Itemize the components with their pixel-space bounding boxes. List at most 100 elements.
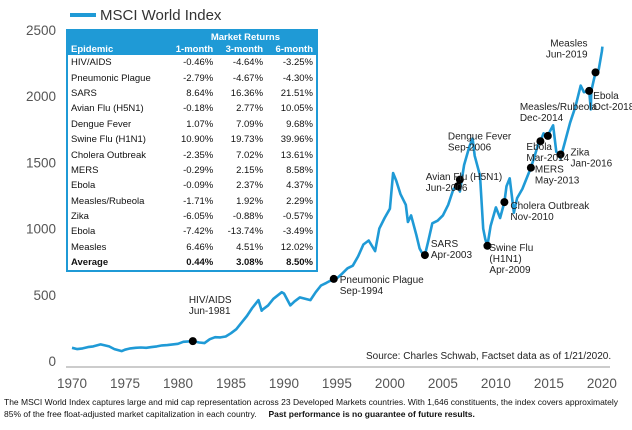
event-annotation-line: Avian Flu (H5N1) <box>426 172 503 183</box>
event-annotation: Cholera Outbreak Nov-2010 <box>510 201 590 223</box>
event-annotation-line: Jun-1981 <box>189 306 231 317</box>
event-annotation-line: (H1N1) <box>489 254 521 265</box>
return-cell: -2.79% <box>183 72 214 84</box>
epidemic-cell: MERS <box>71 164 99 176</box>
return-cell: -6.05% <box>183 211 214 223</box>
footer-text: The MSCI World Index captures large and … <box>4 397 619 419</box>
table-row: Cholera Outbreak -2.35% 7.02% 13.61% <box>67 147 317 162</box>
event-annotation-line: Jun-2019 <box>546 49 588 60</box>
event-annotation-line: Ebola <box>526 142 552 153</box>
event-annotation: Pneumonic Plague Sep-1994 <box>340 275 424 297</box>
event-annotation-line: Swine Flu <box>489 243 533 254</box>
event-annotation-line: Dec-2014 <box>520 113 564 124</box>
event-annotation: MERS May-2013 <box>535 165 580 187</box>
event-annotation-line: Oct-2018 <box>593 102 632 113</box>
col-header-6-month: 6-month <box>266 43 317 55</box>
epidemic-cell: Measles/Rubeola <box>71 195 145 207</box>
event-marker <box>453 182 462 191</box>
return-cell: 39.96% <box>280 134 313 146</box>
y-tick-label: 2000 <box>26 89 56 104</box>
return-cell: -13.74% <box>227 226 264 238</box>
return-cell: 10.90% <box>180 134 214 146</box>
event-marker <box>585 86 594 95</box>
event-annotation-line: HIV/AIDS <box>189 295 232 306</box>
event-annotation: Zika Jan-2016 <box>571 147 613 169</box>
table-row: Swine Flu (H1N1) 10.90% 19.73% 39.96% <box>67 132 317 147</box>
event-annotation-line: Sep-1994 <box>340 286 384 297</box>
epidemic-cell: Swine Flu (H1N1) <box>71 134 146 146</box>
table-row: HIV/AIDS -0.46% -4.64% -3.25% <box>67 55 317 70</box>
epidemic-cell: Cholera Outbreak <box>71 149 146 161</box>
epidemic-cell: Ebola <box>71 180 96 192</box>
marker-layer <box>188 68 600 346</box>
epidemic-cell: Avian Flu (H5N1) <box>71 103 144 115</box>
return-cell: -3.49% <box>282 226 313 238</box>
return-cell: 4.37% <box>286 180 313 192</box>
return-cell: -3.25% <box>282 57 313 69</box>
x-tick-label: 1995 <box>322 376 352 391</box>
y-tick-label: 1500 <box>26 155 56 170</box>
event-annotation-line: Apr-2009 <box>489 265 531 276</box>
x-tick-label: 1975 <box>110 376 140 391</box>
average-cell: 3.08% <box>236 257 264 269</box>
x-tick-label: 1990 <box>269 376 299 391</box>
return-cell: 4.51% <box>236 241 264 253</box>
return-cell: 2.29% <box>286 195 313 207</box>
return-cell: 21.51% <box>280 87 313 99</box>
annotation-layer: HIV/AIDS Jun-1981 Pneumonic Plague Sep-1994… <box>189 38 632 317</box>
return-cell: 1.07% <box>186 118 214 130</box>
table-row: Measles/Rubeola -1.71% 1.92% 2.29% <box>67 194 317 209</box>
x-tick-label: 2000 <box>375 376 405 391</box>
col-header-3-month: 3-month <box>216 43 267 55</box>
event-marker <box>500 198 509 207</box>
event-annotation-line: Jun-2006 <box>426 183 468 194</box>
event-marker <box>188 337 197 346</box>
return-cell: 19.73% <box>230 134 264 146</box>
event-annotation: Measles/Rubeola Dec-2014 <box>520 102 598 124</box>
x-tick-label: 2015 <box>534 376 564 391</box>
epidemic-cell: Measles <box>71 241 107 253</box>
event-marker <box>329 274 338 283</box>
return-cell: 9.68% <box>286 118 313 130</box>
table-average-row: Average 0.44% 3.08% 8.50% <box>67 255 317 271</box>
return-cell: 7.09% <box>236 118 264 130</box>
x-tick-label: 2010 <box>481 376 511 391</box>
footer-note: The MSCI World Index captures large and … <box>4 396 632 420</box>
event-marker <box>483 241 492 250</box>
source-note: Source: Charles Schwab, Factset data as … <box>366 351 611 362</box>
event-annotation: Avian Flu (H5N1) Jun-2006 <box>426 172 503 194</box>
event-marker <box>420 251 429 260</box>
return-cell: 2.77% <box>236 103 264 115</box>
x-tick-label: 1970 <box>57 376 87 391</box>
event-annotation: Ebola Oct-2018 <box>593 91 632 113</box>
return-cell: -7.42% <box>183 226 214 238</box>
return-cell: 1.92% <box>236 195 264 207</box>
return-cell: -4.64% <box>232 57 264 69</box>
return-cell: 2.37% <box>236 180 264 192</box>
epidemic-cell: Dengue Fever <box>71 118 132 130</box>
event-annotation-line: Ebola <box>593 91 619 102</box>
return-cell: 6.46% <box>186 241 214 253</box>
table-row: SARS 8.64% 16.36% 21.51% <box>67 86 317 101</box>
event-annotation-line: Measles <box>550 38 587 49</box>
return-cell: -4.67% <box>232 72 264 84</box>
footer-disclaimer: Past performance is no guarantee of futu… <box>268 409 475 419</box>
return-cell: 13.61% <box>280 149 313 161</box>
return-cell: 2.15% <box>236 164 264 176</box>
event-marker <box>536 137 545 146</box>
x-tick-label: 1985 <box>216 376 246 391</box>
return-cell: -1.71% <box>183 195 214 207</box>
table-header-row: Epidemic 1-month 3-month 6-month <box>67 43 317 55</box>
table-row: Dengue Fever 1.07% 7.09% 9.68% <box>67 117 317 132</box>
table-group-header-row: Market Returns <box>67 30 317 43</box>
event-marker <box>556 150 565 159</box>
average-label: Average <box>71 257 109 269</box>
market-returns-table: Market Returns Epidemic 1-month 3-month … <box>66 29 318 273</box>
col-header-1-month: 1-month <box>166 43 217 55</box>
event-annotation-line: Cholera Outbreak <box>510 201 590 212</box>
return-cell: 10.05% <box>280 103 313 115</box>
event-annotation-line: SARS <box>431 239 459 250</box>
event-annotation-line: Apr-2003 <box>431 250 473 261</box>
event-annotation: Dengue Fever Sep-2006 <box>448 132 512 154</box>
